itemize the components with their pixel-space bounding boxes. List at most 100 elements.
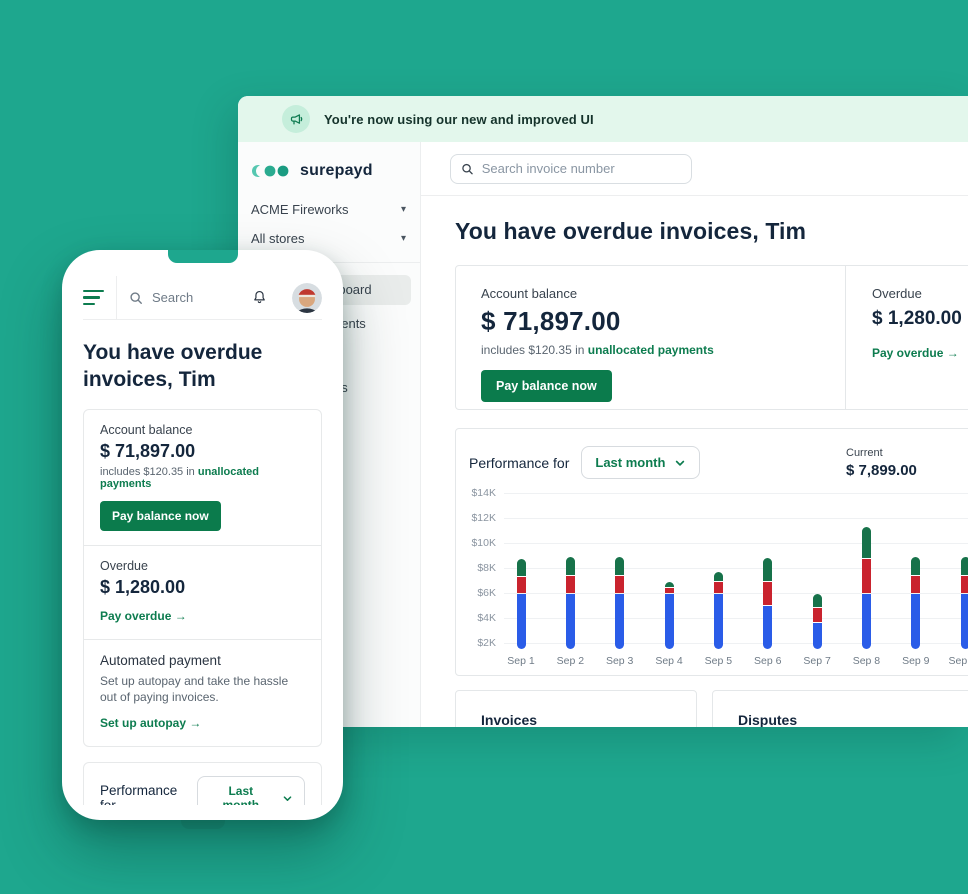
bar-overdue-sep-6 — [763, 581, 773, 605]
unallocated-payments-link[interactable]: unallocated payments — [587, 343, 714, 357]
pay-overdue-link[interactable]: Pay overdue → — [100, 608, 187, 623]
logo: surepayd — [238, 142, 420, 180]
performance-chart: $2K $4K $6K $8K $10K $12K $14K Sep 1 Sep 2 Sep 3 S… — [456, 429, 968, 675]
bar-current-sep-5 — [713, 571, 723, 581]
performance-for-label: Performance for — [469, 454, 570, 471]
bar-paid-sep-6 — [763, 605, 773, 649]
store-filter: All stores — [251, 231, 305, 246]
note-prefix: includes $120.35 in — [481, 343, 588, 357]
org-selector[interactable]: ACME Fireworks ▾ — [238, 202, 420, 217]
gridline — [504, 643, 968, 644]
account-balance-label: Account balance — [481, 286, 578, 301]
disputes-card[interactable]: Disputes — [712, 690, 968, 727]
invoices-card-title: Invoices — [481, 712, 538, 727]
x-axis-tick: Sep 1 — [507, 655, 535, 667]
y-axis-tick: $2K — [477, 637, 496, 649]
phone-page-title: You have overdue invoices, Tim — [83, 341, 263, 391]
balance-note: includes $120.35 in unallocated payments — [481, 343, 845, 357]
bar-overdue-sep-3 — [615, 575, 625, 594]
store-selector[interactable]: All stores ▾ — [238, 231, 420, 246]
chevron-down-icon — [676, 460, 685, 466]
org-name: ACME Fireworks — [251, 202, 349, 217]
banner-text: You're now using our new and improved UI — [324, 111, 594, 127]
phone-overdue-section: Overdue $ 1,280.00 Pay overdue → — [84, 544, 321, 639]
notifications-bell-icon[interactable] — [251, 289, 268, 306]
phone-notch — [167, 250, 238, 263]
y-axis-tick: $10K — [471, 537, 496, 549]
range-value: Last month — [222, 784, 259, 805]
bar-paid-sep-2 — [565, 594, 575, 649]
balance-card: Account balance $ 71,897.00 includes $12… — [455, 265, 968, 410]
bar-paid-sep-4 — [664, 594, 674, 649]
unallocated-payments-link[interactable]: unallocated payments — [100, 465, 259, 490]
bar-overdue-sep-9 — [911, 575, 921, 594]
x-axis-tick: Sep 7 — [803, 655, 831, 667]
bar-paid-sep-3 — [615, 594, 625, 649]
header-divider — [116, 276, 117, 319]
y-axis-tick: $14K — [471, 487, 496, 499]
search-icon — [130, 291, 142, 304]
gridline — [504, 593, 968, 594]
bar-current-sep-8 — [861, 526, 871, 559]
pay-balance-button[interactable]: Pay balance now — [100, 500, 221, 531]
bar-current-sep-10 — [960, 556, 968, 575]
balance-note: includes $120.35 in unallocated payments — [100, 466, 305, 490]
bar-paid-sep-5 — [713, 594, 723, 649]
page-title: You have overdue invoices, Tim — [455, 218, 807, 244]
gridline — [504, 493, 968, 494]
y-axis-tick: $6K — [477, 587, 496, 599]
avatar[interactable] — [292, 282, 322, 313]
invoices-card[interactable]: Invoices — [455, 690, 697, 727]
range-dropdown[interactable]: Last month — [581, 446, 701, 479]
megaphone-icon — [282, 105, 310, 133]
range-dropdown[interactable]: Last month — [196, 776, 305, 805]
bar-current-sep-2 — [565, 556, 575, 575]
x-axis-tick: Sep 3 — [605, 655, 634, 667]
y-axis-tick: $8K — [477, 562, 496, 574]
overdue-amount: $ 1,280.00 — [100, 576, 186, 597]
x-axis-tick: Sep 5 — [704, 655, 733, 667]
phone-search[interactable] — [129, 290, 239, 305]
gridline — [504, 568, 968, 569]
x-axis-tick: Sep 10 — [948, 655, 968, 667]
range-value: Last month — [595, 455, 666, 470]
pay-balance-button[interactable]: Pay balance now — [481, 370, 612, 402]
bar-overdue-sep-2 — [565, 575, 575, 594]
bar-paid-sep-9 — [911, 594, 921, 649]
account-balance-section: Account balance $ 71,897.00 includes $12… — [456, 266, 846, 409]
setup-autopay-link[interactable]: Set up autopay → — [100, 716, 202, 731]
logo-mark — [252, 165, 289, 177]
logo-text: surepayd — [300, 162, 373, 179]
topbar — [421, 142, 968, 196]
bar-current-sep-6 — [763, 558, 773, 581]
overdue-section: Overdue $ 1,280.00 Pay overdue → — [846, 266, 968, 409]
disputes-card-title: Disputes — [738, 712, 798, 727]
pay-overdue-link[interactable]: Pay overdue → — [872, 346, 959, 360]
bar-overdue-sep-5 — [713, 581, 723, 594]
x-axis-tick: Sep 4 — [655, 655, 683, 667]
phone-mockup: You have overdue invoices, Tim Account b… — [62, 250, 343, 820]
gridline — [504, 618, 968, 619]
bar-overdue-sep-4 — [664, 588, 674, 594]
performance-for-label: Performance for — [100, 783, 178, 805]
current-summary: Current $ 7,899.00 — [846, 447, 917, 479]
chevron-down-icon: ▾ — [400, 204, 406, 215]
menu-icon[interactable] — [83, 289, 104, 306]
bar-overdue-sep-7 — [812, 608, 822, 622]
bar-current-sep-7 — [812, 594, 822, 607]
bar-current-sep-4 — [664, 581, 674, 587]
invoice-search[interactable] — [450, 153, 692, 184]
phone-header — [83, 276, 322, 320]
phone-screen: You have overdue invoices, Tim Account b… — [62, 250, 343, 805]
phone-account-balance-section: Account balance $ 71,897.00 includes $12… — [84, 410, 321, 545]
announcement-banner: You're now using our new and improved UI — [238, 96, 968, 142]
overdue-label: Overdue — [100, 558, 148, 573]
autopay-title: Automated payment — [100, 652, 221, 668]
note-prefix: includes $120.35 in — [100, 465, 198, 478]
current-value: $ 7,899.00 — [846, 462, 917, 479]
chevron-down-icon — [283, 795, 292, 801]
phone-search-input[interactable] — [152, 290, 232, 305]
gridline — [504, 543, 968, 544]
invoice-search-input[interactable] — [481, 161, 681, 176]
gridline — [504, 518, 968, 519]
